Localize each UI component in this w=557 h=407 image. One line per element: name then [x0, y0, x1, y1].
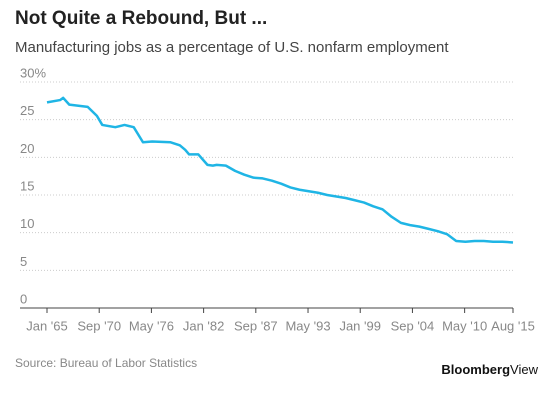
chart-subtitle: Manufacturing jobs as a percentage of U.…	[15, 39, 449, 56]
y-tick-label: 25	[20, 103, 34, 118]
y-tick-label: 5	[20, 254, 27, 269]
x-tick-label: May '93	[285, 318, 330, 333]
x-tick-label: Jan '99	[339, 318, 381, 333]
x-tick-label: May '10	[442, 318, 487, 333]
y-tick-label: 0	[20, 291, 27, 306]
chart-title: Not Quite a Rebound, But ...	[15, 8, 267, 29]
x-tick-label: Sep '04	[391, 318, 435, 333]
line	[46, 96, 514, 244]
logo: BloombergView	[441, 362, 538, 377]
y-tick-label: 30%	[20, 65, 46, 80]
logo-section: View	[510, 362, 539, 377]
y-tick-label: 20	[20, 141, 34, 156]
logo-name: Bloomberg	[441, 362, 510, 377]
x-tick-label: May '76	[129, 318, 174, 333]
source: Source: Bureau of Labor Statistics	[15, 356, 197, 370]
y-tick-label: 10	[20, 216, 34, 231]
y-tick-label: 15	[20, 178, 34, 193]
x-tick-label: Sep '87	[234, 318, 278, 333]
x-tick-label: Aug '15	[491, 318, 535, 333]
x-tick-label: Sep '70	[77, 318, 121, 333]
x-tick-label: Jan '82	[183, 318, 225, 333]
x-tick-label: Jan '65	[26, 318, 68, 333]
